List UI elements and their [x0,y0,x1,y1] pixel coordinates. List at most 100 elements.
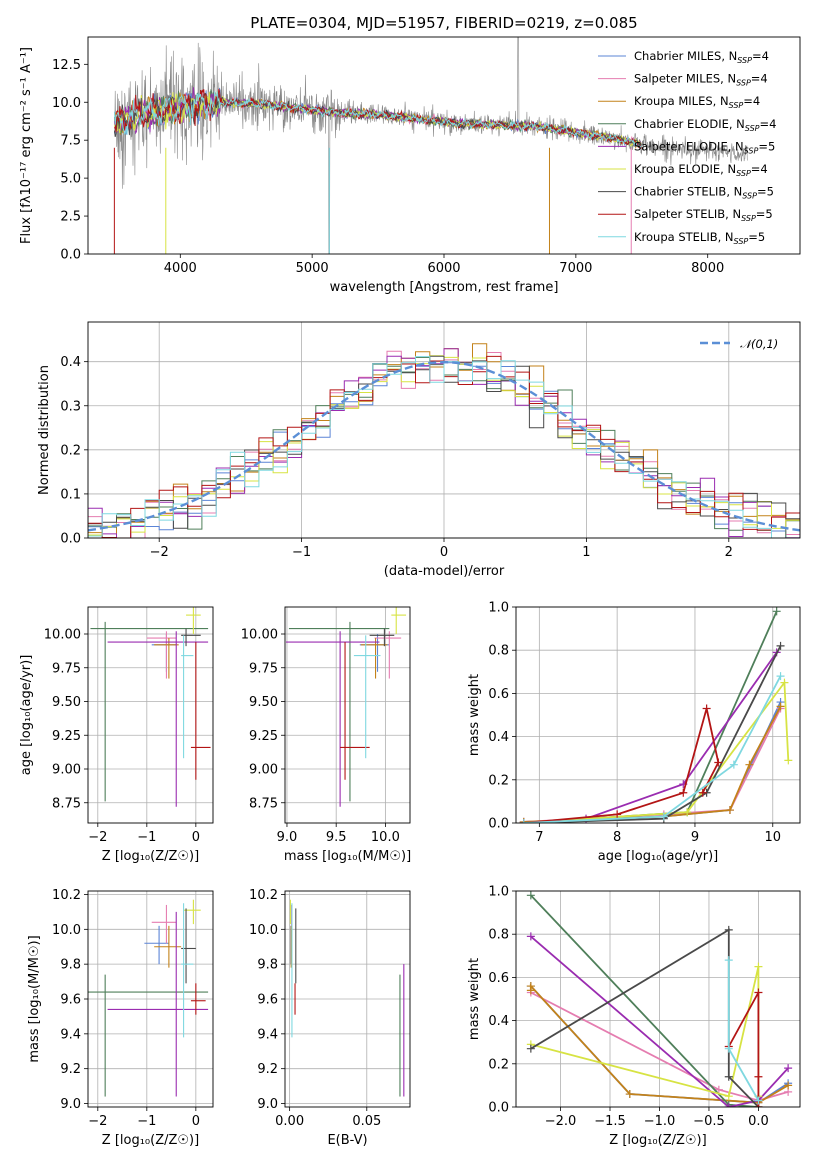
errorbar-point [151,904,177,944]
legend-name: Chabrier STELIB, N [634,185,742,199]
plot-frame [515,606,801,824]
errorbar-point [190,983,206,1015]
weight-line [530,928,760,1107]
weight-marker [776,672,785,681]
x-tick-label: −2.0 [545,1114,577,1129]
weight-marker [724,956,733,965]
x-tick-label: 7 [535,830,543,845]
weight-line [523,651,778,823]
plot-frame [515,890,801,1108]
x-tick-label: 7000 [559,261,592,276]
errorbar-point [374,631,402,679]
weight-series [519,704,723,823]
x-axis-label: E(B-V) [327,1133,367,1148]
x-axis-label: Z [log₁₀(Z/Z☉)] [609,1133,706,1148]
y-tick-label: 10.0 [52,923,81,938]
legend-entry: Salpeter ELODIE, NSSP=5 [634,139,775,155]
y-tick-label: 9.25 [249,729,278,744]
weight-marker [754,988,763,997]
x-tick-label: 9.0 [277,830,298,845]
legend-entry: Kroupa STELIB, NSSP=5 [634,230,765,246]
y-tick-label: 7.5 [60,134,81,149]
x-tick-label: −1.0 [644,1114,676,1129]
weight-series [724,956,763,1105]
y-tick-label: 0.0 [60,248,81,263]
y-tick-label: 9.25 [52,729,81,744]
weight-line [523,708,782,823]
y-tick-label: 9.6 [60,993,81,1008]
errorbar-point [154,638,179,679]
y-tick-label: 0.2 [488,1057,509,1072]
y-tick-label: 9.50 [249,695,278,710]
weight-series [519,678,793,823]
model-spectrum-line [113,90,642,148]
weight-line [728,992,760,1107]
weight-series [519,702,785,823]
y-tick-label: 10.00 [44,628,81,643]
weight-marker [724,925,733,934]
weight-marker [526,932,535,941]
legend-entry: Salpeter STELIB, NSSP=5 [634,207,773,223]
errorbars [285,607,407,807]
x-tick-label: 6000 [427,261,460,276]
legend-name: Kroupa ELODIE, N [634,162,736,176]
legend-entry: Kroupa ELODIE, NSSP=4 [634,162,768,178]
weight-series [526,962,763,1101]
x-tick-label: 8000 [691,261,724,276]
mass-vs-Z-panel: −2 −1 0 9.0 9.2 9.4 9.6 9.8 10.0 10.2 Z [log₁₀(Z/Z… [27,888,214,1148]
y-tick-label: 10.00 [241,628,278,643]
y-tick-label: 0.2 [60,443,81,458]
plot-frame [87,890,214,1108]
weight-marker [776,702,785,711]
panels: 4000 5000 6000 7000 80000.02.55.07.510.012.5… [19,36,801,1148]
y-tick-label: 0.2 [488,773,509,788]
legend-count: =5 [758,139,775,153]
weight-marker [724,1092,733,1101]
age-vs-Z-panel: −2 −1 0 8.75 9.00 9.25 9.50 9.75 10.00 Z [log₁₀(Z… [19,606,214,864]
legend-count: =5 [757,185,774,199]
errorbars [289,899,405,1097]
weight-marker [526,1044,535,1053]
legend-name: Salpeter STELIB, N [634,207,741,221]
y-tick-label: 0.4 [488,730,509,745]
residuals-legend: 𝒩(0,1) [700,337,778,351]
age-vs-mass-panel: 9.0 9.5 10.0 8.75 9.00 9.25 9.50 9.75 10.00 mass … [241,606,411,864]
legend-count: =4 [751,72,768,86]
y-tick-label: 0.3 [60,399,81,414]
x-tick-label: 0 [192,1114,200,1129]
figure-title: PLATE=0304, MJD=51957, FIBERID=0219, z=0… [250,14,637,32]
weight-line [530,894,759,1107]
y-tick-label: 0.8 [488,928,509,943]
legend-name: Salpeter ELODIE, N [634,139,744,153]
y-tick-label: 9.6 [257,993,278,1008]
weight-marker [526,982,535,991]
y-tick-label: 12.5 [52,58,81,73]
histogram-lines [88,343,800,538]
weight-line [523,680,790,823]
x-axis-label: Z [log₁₀(Z/Z☉)] [102,1133,199,1148]
weight-marker [754,1096,763,1105]
x-tick-label: −1.5 [594,1114,626,1129]
residuals-panel: −2 −1 0 1 2 0.0 0.1 0.2 0.3 0.4 (data-model)/error… [37,321,801,579]
weight-marker [714,758,723,767]
plot-frame [87,321,801,539]
errorbar-point [181,903,194,1038]
y-axis-label: mass weight [467,958,482,1040]
x-tick-label: −2 [150,545,169,560]
legend-subscript: SSP [741,214,756,223]
x-axis-label: mass [log₁₀(M/M☉)] [284,849,411,864]
x-axis-label: (data-model)/error [384,564,505,579]
weight-marker [698,788,707,797]
y-tick-label: 0.1 [60,487,81,502]
weight-marker [679,788,688,797]
plot-frame [284,890,411,1108]
y-tick-label: 0.4 [60,355,81,370]
legend-subscript: SSP [745,124,760,133]
y-tick-label: 10.2 [249,888,278,903]
weight-marker [724,1072,733,1081]
y-tick-label: 0.8 [488,644,509,659]
legend-subscript: SSP [734,237,749,246]
histogram-series [88,356,800,538]
